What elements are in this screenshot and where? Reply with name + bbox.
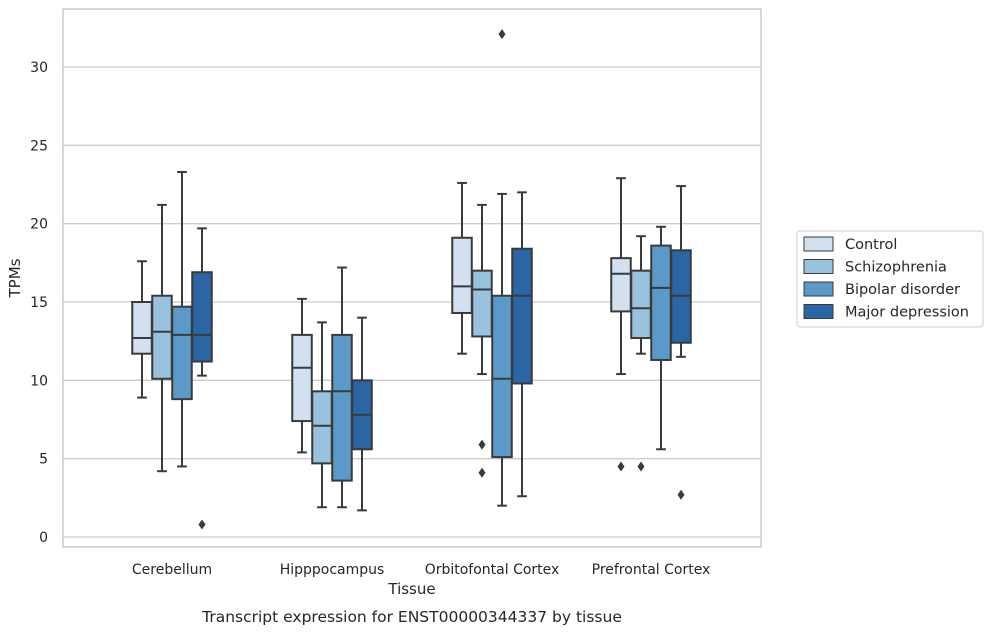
- legend-swatch: [803, 259, 834, 274]
- box-iqr: [191, 271, 213, 363]
- y-tick-label: 30: [30, 60, 48, 76]
- box-iqr: [630, 269, 652, 340]
- outlier-point: [637, 461, 645, 472]
- box: [451, 181, 473, 355]
- legend-swatch: [803, 281, 834, 297]
- box-iqr: [291, 333, 313, 423]
- y-tick-label: 20: [30, 217, 48, 233]
- y-tick-labels: 0 5 10 15 20 25 30: [30, 60, 48, 546]
- box-iqr: [151, 294, 173, 380]
- legend-label: Control: [845, 237, 897, 253]
- box: [670, 185, 692, 500]
- box-iqr: [511, 247, 533, 385]
- box: [151, 203, 173, 473]
- x-axis-title: Tissue: [387, 580, 435, 598]
- box: [131, 260, 153, 399]
- box: [171, 170, 193, 468]
- legend-item: Bipolar disorder: [803, 281, 960, 298]
- box-series-group: [131, 29, 692, 530]
- box-iqr: [171, 305, 193, 401]
- box-iqr: [451, 236, 473, 314]
- legend-label: Schizophrenia: [845, 260, 947, 276]
- legend: Control Schizophrenia Bipolar disorder Majo…: [796, 230, 984, 328]
- box-iqr: [610, 257, 632, 313]
- box: [191, 227, 213, 530]
- box-series-control: [131, 177, 632, 472]
- y-tick-label: 0: [39, 530, 48, 546]
- box: [291, 297, 313, 454]
- box: [471, 203, 493, 478]
- plot-frame: [62, 8, 762, 548]
- x-tick-labels: Cerebellum Hipppocampus Orbitofontal Corte…: [132, 562, 710, 578]
- legend-item: Major depression: [803, 304, 969, 321]
- box-iqr: [331, 333, 353, 482]
- x-tick-label: Prefrontal Cortex: [592, 562, 711, 578]
- box-series-schizophrenia: [151, 203, 652, 509]
- x-tick-label: Cerebellum: [132, 562, 212, 578]
- legend-frame: [796, 230, 984, 328]
- legend-swatch: [803, 236, 834, 252]
- y-tick-label: 25: [30, 138, 48, 154]
- box: [351, 316, 373, 512]
- x-tick-label: Hipppocampus: [280, 562, 385, 578]
- y-tick-label: 10: [30, 373, 48, 389]
- x-tick-label: Orbitofontal Cortex: [425, 562, 560, 578]
- legend-label: Bipolar disorder: [845, 282, 960, 298]
- y-tick-label: 5: [39, 452, 48, 468]
- chart-caption: Transcript expression for ENST0000034433…: [201, 608, 622, 626]
- box-iqr: [471, 269, 493, 338]
- outlier-point: [498, 29, 506, 40]
- outlier-point: [617, 461, 625, 472]
- box-iqr: [311, 390, 333, 465]
- outlier-point: [478, 439, 486, 450]
- legend-swatch: [803, 304, 834, 319]
- y-axis-title: TPMs: [6, 258, 24, 298]
- legend-item: Control: [803, 236, 897, 253]
- box: [511, 191, 533, 498]
- outlier-point: [677, 489, 685, 500]
- legend-label: Major depression: [845, 305, 969, 321]
- box: [311, 321, 333, 509]
- legend-item: Schizophrenia: [803, 259, 947, 276]
- box-iqr: [131, 301, 153, 355]
- box-series-major-depression: [191, 185, 692, 530]
- box-iqr: [491, 294, 513, 459]
- outlier-point: [478, 467, 486, 478]
- y-tick-label: 15: [30, 295, 48, 311]
- box-iqr: [650, 244, 672, 361]
- outlier-point: [198, 519, 206, 530]
